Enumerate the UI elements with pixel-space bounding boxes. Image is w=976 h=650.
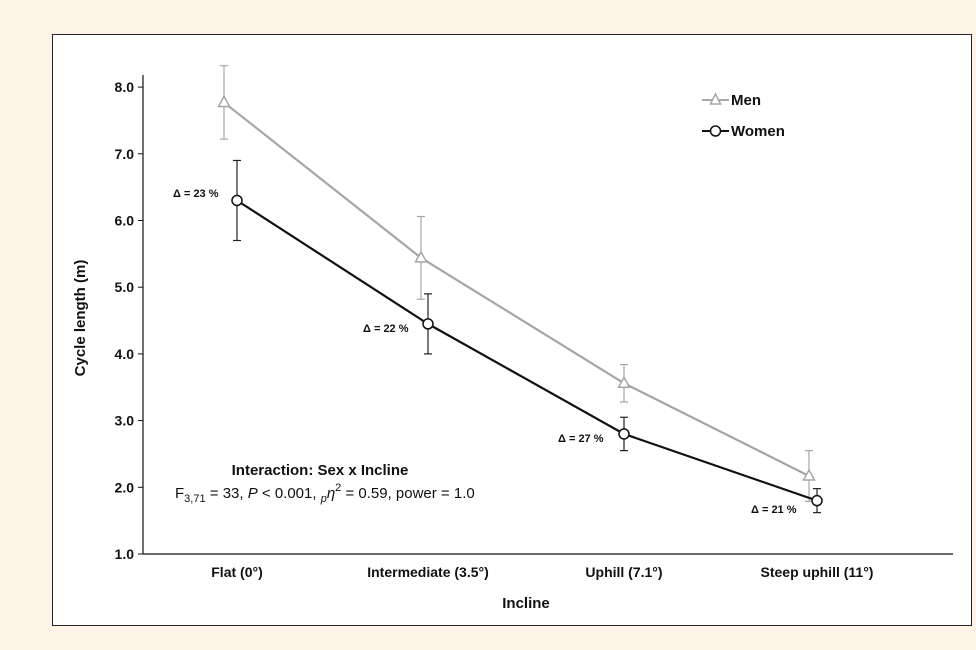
y-tick-label: 1.0 — [115, 546, 135, 562]
stat-eta-subscript: p — [320, 493, 327, 505]
interaction-title: Interaction: Sex x Incline — [232, 462, 409, 479]
y-tick-label: 8.0 — [115, 79, 135, 95]
legend-men-label: Men — [731, 92, 761, 109]
x-tick-label: Uphill (7.1°) — [585, 564, 662, 580]
y-tick-label: 3.0 — [115, 413, 135, 429]
stat-eta: η — [327, 485, 335, 502]
x-tick-label: Intermediate (3.5°) — [367, 564, 489, 580]
data-point — [231, 194, 243, 207]
difference-label: Δ = 22 % — [363, 323, 409, 335]
stat-eta-superscript: 2 — [335, 482, 341, 494]
series-men — [217, 65, 816, 502]
line-chart: 1.0 2.0 3.0 4.0 5.0 6.0 7.0 8.0 Flat (0°) Interm… — [72, 65, 953, 612]
stat-eta-value: = 0.59, power = 1.0 — [341, 485, 474, 502]
data-point — [414, 250, 428, 263]
interaction-statistics: F3,71 = 33, P < 0.001, pη2 = 0.59, power… — [175, 482, 475, 505]
legend-women-label: Women — [731, 123, 785, 140]
data-point — [422, 318, 434, 330]
data-point — [217, 94, 231, 108]
difference-label: Δ = 23 % — [173, 188, 219, 200]
x-tick-labels: Flat (0°) Intermediate (3.5°) Uphill (7.1°… — [211, 564, 873, 580]
y-axis-label: Cycle length (m) — [72, 260, 89, 377]
legend-women-circle-icon — [709, 125, 722, 137]
difference-label: Δ = 21 % — [751, 504, 797, 516]
difference-label: Δ = 27 % — [558, 433, 604, 445]
difference-labels: Δ = 23 % Δ = 22 % Δ = 27 % Δ = 21 % — [173, 188, 797, 516]
interaction-annotation: Interaction: Sex x Incline F3,71 = 33, P… — [175, 462, 475, 505]
y-tick-label: 5.0 — [115, 279, 135, 295]
stat-f-subscript: 3,71 — [184, 493, 205, 505]
stat-p-value: < 0.001, — [258, 485, 321, 502]
legend: Men Women — [702, 92, 785, 140]
data-point — [617, 375, 631, 388]
stat-f: F — [175, 485, 184, 502]
stat-f-value: = 33, — [206, 485, 248, 502]
y-tick-label: 2.0 — [115, 479, 135, 495]
chart-frame: 1.0 2.0 3.0 4.0 5.0 6.0 7.0 8.0 Flat (0°) Interm… — [52, 34, 972, 626]
y-tick-label: 6.0 — [115, 213, 135, 229]
axes — [138, 75, 953, 555]
series-line — [236, 199, 818, 502]
x-tick-label: Flat (0°) — [211, 564, 263, 580]
y-tick-label: 7.0 — [115, 146, 135, 162]
data-point — [811, 494, 823, 507]
stat-p: P — [248, 485, 258, 502]
y-tick-label: 4.0 — [115, 346, 135, 362]
series-line — [223, 101, 810, 477]
data-point — [618, 428, 630, 440]
legend-men-triangle-icon — [709, 92, 722, 105]
series-layer — [217, 65, 823, 514]
data-point — [802, 468, 816, 481]
series-women — [231, 159, 823, 514]
x-axis-label: Incline — [502, 595, 550, 612]
x-tick-label: Steep uphill (11°) — [761, 564, 874, 580]
y-tick-labels: 1.0 2.0 3.0 4.0 5.0 6.0 7.0 8.0 — [115, 79, 135, 562]
